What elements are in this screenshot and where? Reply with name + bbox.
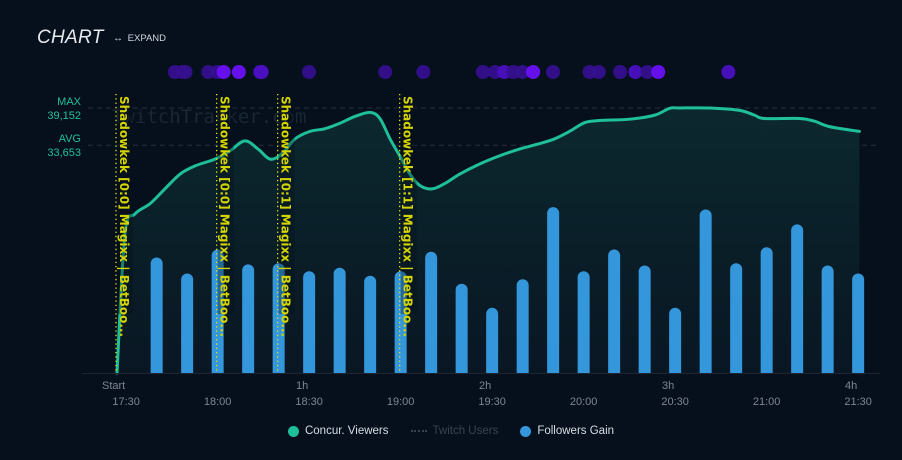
followers-bar[interactable] xyxy=(760,247,773,373)
followers-bars xyxy=(150,207,865,373)
event-dot[interactable] xyxy=(254,65,269,79)
annotation-backdrop xyxy=(278,94,295,314)
expand-label: EXPAND xyxy=(127,33,167,44)
x-axis-ticks: Start 1h 2h 3h 4h 17:30 18:00 18:30 19:00 19:30 20… xyxy=(102,380,872,408)
watermark: TwitchTracker.com xyxy=(112,106,306,128)
event-dot[interactable] xyxy=(613,65,628,79)
followers-bar[interactable] xyxy=(333,267,346,373)
x-tick-clock: 19:30 xyxy=(478,396,506,408)
event-dot[interactable] xyxy=(721,65,736,79)
x-tick-clock: 20:00 xyxy=(570,396,598,408)
x-tick-duration: 3h xyxy=(662,380,674,392)
event-dot[interactable] xyxy=(416,65,431,79)
followers-bar[interactable] xyxy=(455,283,468,373)
event-dot[interactable] xyxy=(591,65,606,79)
dotted-line-icon xyxy=(410,430,427,432)
annotation-label[interactable]: Shadowkek [1:1] Magixx | BetBoo... xyxy=(401,96,415,337)
event-dot[interactable] xyxy=(231,65,246,79)
followers-bar[interactable] xyxy=(516,279,529,373)
x-tick-duration: 4h xyxy=(845,380,857,392)
horizontal-arrows-icon: ↔ xyxy=(113,33,123,44)
x-tick-clock: 20:30 xyxy=(661,396,689,408)
viewers-area xyxy=(117,107,860,373)
viewers-line xyxy=(115,106,861,375)
chart-title: CHART xyxy=(37,27,104,48)
followers-bar[interactable] xyxy=(303,271,316,373)
followers-bar[interactable] xyxy=(364,275,377,373)
expand-button[interactable]: ↔ EXPAND xyxy=(113,33,166,44)
annotation-label[interactable]: Shadowkek [0:1] Magixx | BetBoo... xyxy=(279,96,293,337)
event-dot[interactable] xyxy=(651,65,666,79)
annotation-backdrop xyxy=(117,94,133,314)
x-tick-duration: 1h xyxy=(296,380,308,392)
x-tick-clock: 17:30 xyxy=(112,396,140,408)
event-dots xyxy=(167,65,736,79)
followers-bar[interactable] xyxy=(425,251,438,373)
annotation-backdrop xyxy=(217,94,234,314)
event-dot[interactable] xyxy=(526,65,541,79)
x-tick-duration: Start xyxy=(102,380,125,392)
followers-bar[interactable] xyxy=(242,264,255,373)
max-label: MAX xyxy=(57,96,81,108)
followers-dot-icon xyxy=(520,425,532,437)
x-tick-duration: 2h xyxy=(479,380,491,392)
legend-item-viewers[interactable]: Concur. Viewers xyxy=(287,425,389,437)
followers-bar[interactable] xyxy=(821,265,834,373)
event-dot[interactable] xyxy=(302,65,316,79)
annotations: Shadowkek [0:0] Magixx | BetBoo... Shadow… xyxy=(115,94,417,373)
legend-label: Concur. Viewers xyxy=(304,425,389,437)
followers-bar[interactable] xyxy=(272,263,285,373)
x-tick-clock: 21:30 xyxy=(844,396,872,408)
followers-bar[interactable] xyxy=(699,209,712,373)
x-tick-clock: 21:00 xyxy=(753,396,781,408)
event-dot[interactable] xyxy=(628,65,643,79)
followers-bar[interactable] xyxy=(150,257,163,373)
followers-bar[interactable] xyxy=(181,273,194,373)
followers-bar[interactable] xyxy=(791,224,804,373)
followers-bar[interactable] xyxy=(608,249,621,373)
legend-item-twitch-users[interactable]: Twitch Users xyxy=(410,425,499,437)
x-tick-clock: 18:00 xyxy=(204,396,232,408)
followers-bar[interactable] xyxy=(486,307,499,373)
followers-bar[interactable] xyxy=(547,207,560,373)
followers-bar[interactable] xyxy=(669,307,682,373)
annotation-label[interactable]: Shadowkek [0:0] Magixx | BetBoo... xyxy=(117,96,131,337)
max-value: 39,152 xyxy=(47,110,81,122)
followers-bar[interactable] xyxy=(577,271,590,373)
annotation-backdrop xyxy=(400,94,417,314)
legend-label: Twitch Users xyxy=(432,425,499,437)
x-tick-clock: 18:30 xyxy=(295,396,323,408)
event-dot[interactable] xyxy=(378,65,393,79)
event-dot[interactable] xyxy=(216,65,231,79)
followers-bar[interactable] xyxy=(638,265,651,373)
event-dot[interactable] xyxy=(640,65,655,79)
followers-bar[interactable] xyxy=(852,273,865,373)
followers-bar[interactable] xyxy=(730,263,743,373)
viewers-dot-icon xyxy=(287,425,299,437)
avg-label: AVG xyxy=(58,133,81,145)
followers-bar[interactable] xyxy=(394,271,407,373)
avg-value: 33,653 xyxy=(47,147,81,159)
event-dot[interactable] xyxy=(475,65,490,79)
legend-label: Followers Gain xyxy=(537,425,615,437)
event-dot[interactable] xyxy=(546,65,560,79)
annotation-label[interactable]: Shadowkek [0:0] Magixx | BetBoo... xyxy=(218,96,232,337)
followers-bar[interactable] xyxy=(211,249,224,373)
event-dot[interactable] xyxy=(178,65,193,79)
x-tick-clock: 19:00 xyxy=(387,396,415,408)
event-dot[interactable] xyxy=(515,65,530,79)
legend-item-followers[interactable]: Followers Gain xyxy=(520,425,614,437)
legend: Concur. Viewers Twitch Users Followers G… xyxy=(0,425,902,437)
